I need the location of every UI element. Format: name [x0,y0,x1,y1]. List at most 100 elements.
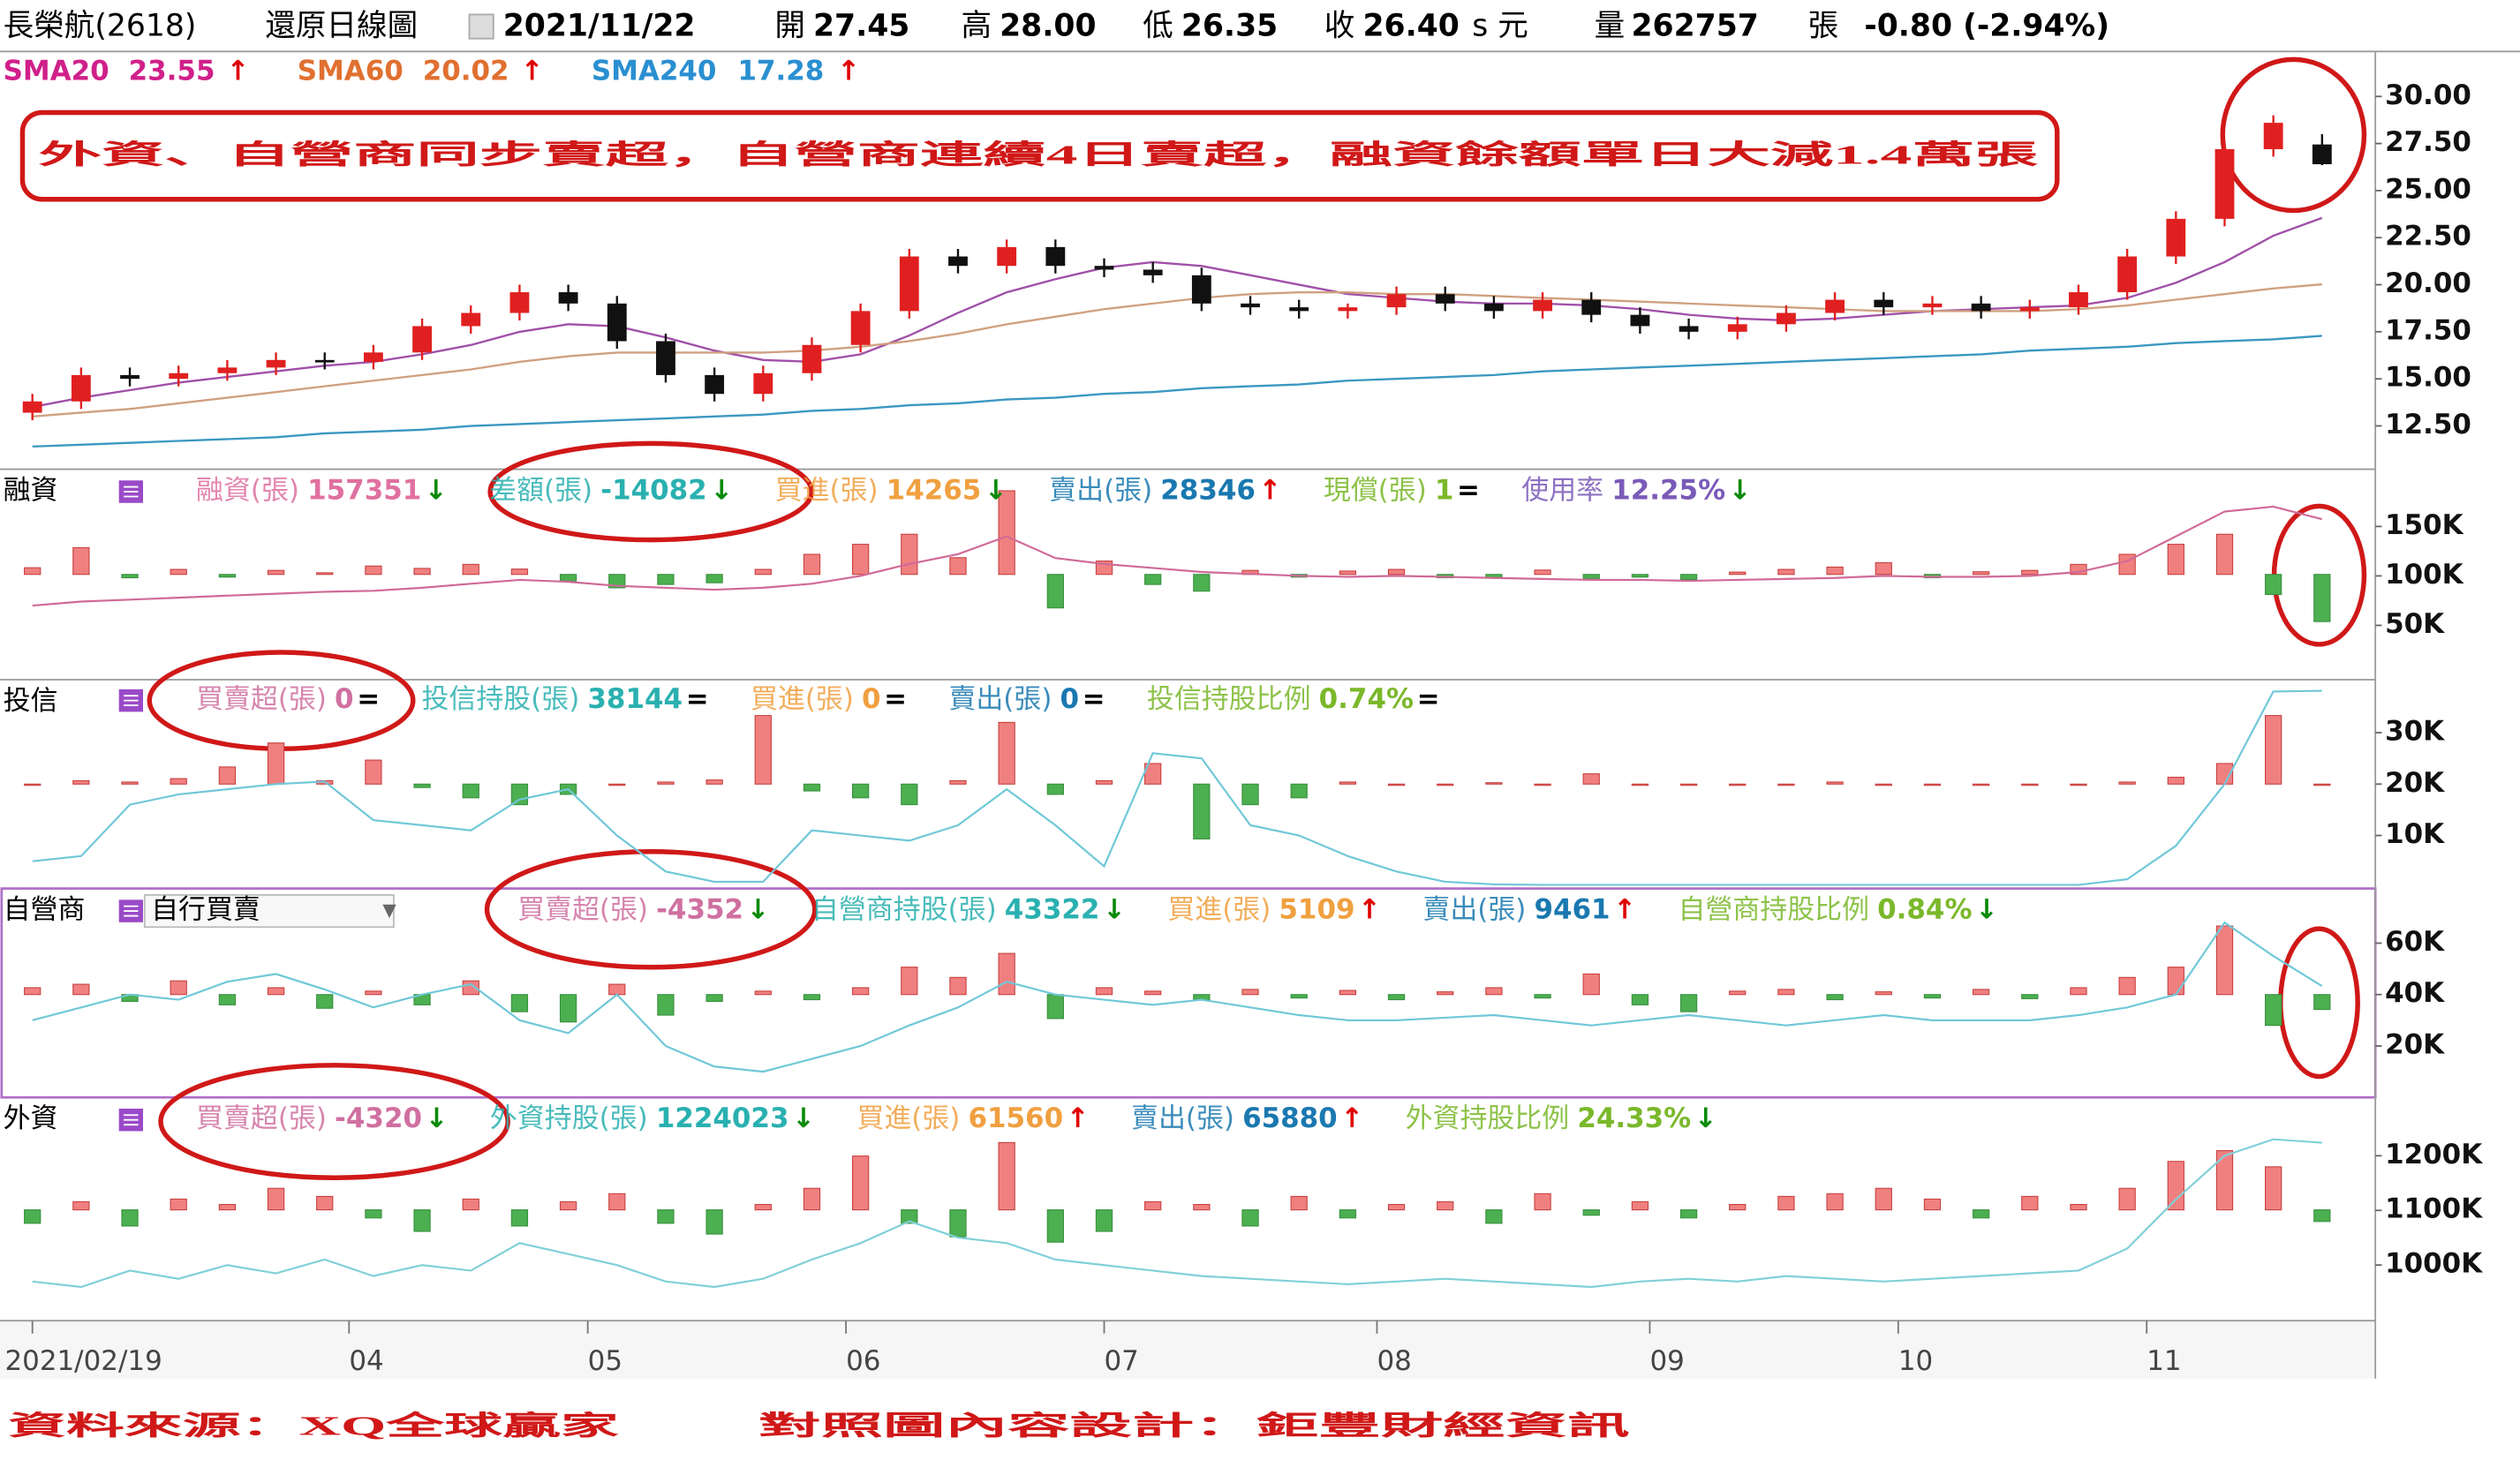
bar [72,1200,90,1211]
bar [2313,1209,2331,1223]
unit: s 元 [1472,8,1528,43]
bar [1339,990,1357,996]
bar [1875,1187,1892,1211]
legend-arrow: ↑ [1358,894,1381,926]
bar [1582,574,1600,579]
legend-value: 0 [335,683,354,715]
panel-title: 自營商 [4,894,86,926]
bar [1046,783,1064,795]
candle-body [2117,256,2138,293]
bar [851,783,870,799]
legend-arrow: ↓ [426,1102,449,1134]
legend-arrow: ↑ [1613,894,1636,926]
bar [365,1209,382,1219]
bar [1241,989,1259,996]
candle-body [1191,275,1211,304]
legend-arrow: = [357,683,380,715]
legend-label: 賣出(張) [1422,894,1526,926]
panel-title: 融資 [4,475,58,507]
bar [2265,1166,2282,1211]
bar [657,994,675,1016]
sma-line [32,335,2322,448]
dropdown-text: 自行買賣 [151,894,260,926]
bar [1437,783,1454,786]
legend-label: 買進(張) [751,683,854,715]
bar [1826,566,1844,576]
bar [1534,1193,1551,1211]
bar [901,533,918,576]
bar [218,766,237,785]
chart-mode: 還原日線圖 [265,8,418,43]
bar [754,1203,772,1211]
dropdown[interactable] [143,893,395,929]
holding-line [32,505,2323,607]
bar [1582,973,1600,996]
bar [1387,783,1406,786]
dropdown-caret: ▾ [382,894,396,926]
bar [1241,1209,1259,1227]
bar [1290,1195,1308,1211]
bar [170,980,187,996]
bar [218,574,237,578]
legend-value: 9461 [1534,894,1610,926]
bar [2021,994,2039,999]
high-label: 高 [961,8,992,43]
legend-arrow: ↓ [1975,894,1998,926]
bar [2070,987,2087,996]
y-tick-label: 10K [2385,818,2445,850]
bar [2118,781,2136,785]
bar [949,976,967,996]
bar [901,1209,918,1224]
legend-arrow: ↑ [1259,475,1282,507]
bar [1582,773,1600,785]
bar [2070,1203,2087,1211]
holding-line [32,689,2322,886]
x-tick-label: 2021/02/19 [4,1345,162,1377]
candle-body [802,344,822,373]
bar [705,994,723,1003]
bar [657,1209,675,1224]
change: -0.80 (-2.94%) [1864,8,2109,43]
x-tick-label: 10 [1898,1345,1933,1377]
bar [170,568,187,576]
holding-line [32,921,2323,1073]
candle-body [1241,303,1260,308]
bar [2167,967,2184,996]
legend-value: 61560 [968,1102,1063,1134]
candle-body [1581,299,1602,315]
candle-body [1874,299,1894,308]
bar [1095,779,1113,785]
bar [1972,989,1990,996]
candle-body [899,256,919,312]
y-tick-label: 60K [2385,926,2445,958]
bar [1485,987,1503,996]
bar [2021,783,2039,786]
bar [1826,781,1844,785]
sma-line [32,282,2322,418]
y-tick-label: 100K [2385,559,2464,591]
y-tick-label: 1000K [2385,1248,2483,1280]
bar [754,568,772,576]
bar [1095,1209,1113,1232]
bar [1193,574,1211,592]
bar [2215,925,2234,996]
bar [462,1198,479,1211]
legend-label: 自營商持股比例 [1678,894,1869,926]
bar [1679,574,1698,580]
volume-value: 262757 [1631,8,1758,43]
bar [998,721,1015,785]
bar [901,967,918,996]
candle-body [314,359,335,363]
legend-name: SMA20 [4,55,109,87]
bar [2313,574,2331,622]
legend-name: SMA60 [298,55,404,87]
legend-name: SMA240 [592,55,717,87]
bar [510,994,529,1012]
mode-checkbox[interactable] [468,13,494,40]
bar [365,990,382,996]
x-tick-label: 05 [588,1345,622,1377]
y-tick-label: 15.00 [2385,362,2471,394]
legend-label: 自營商持股(張) [811,894,997,926]
bar [1290,994,1308,999]
